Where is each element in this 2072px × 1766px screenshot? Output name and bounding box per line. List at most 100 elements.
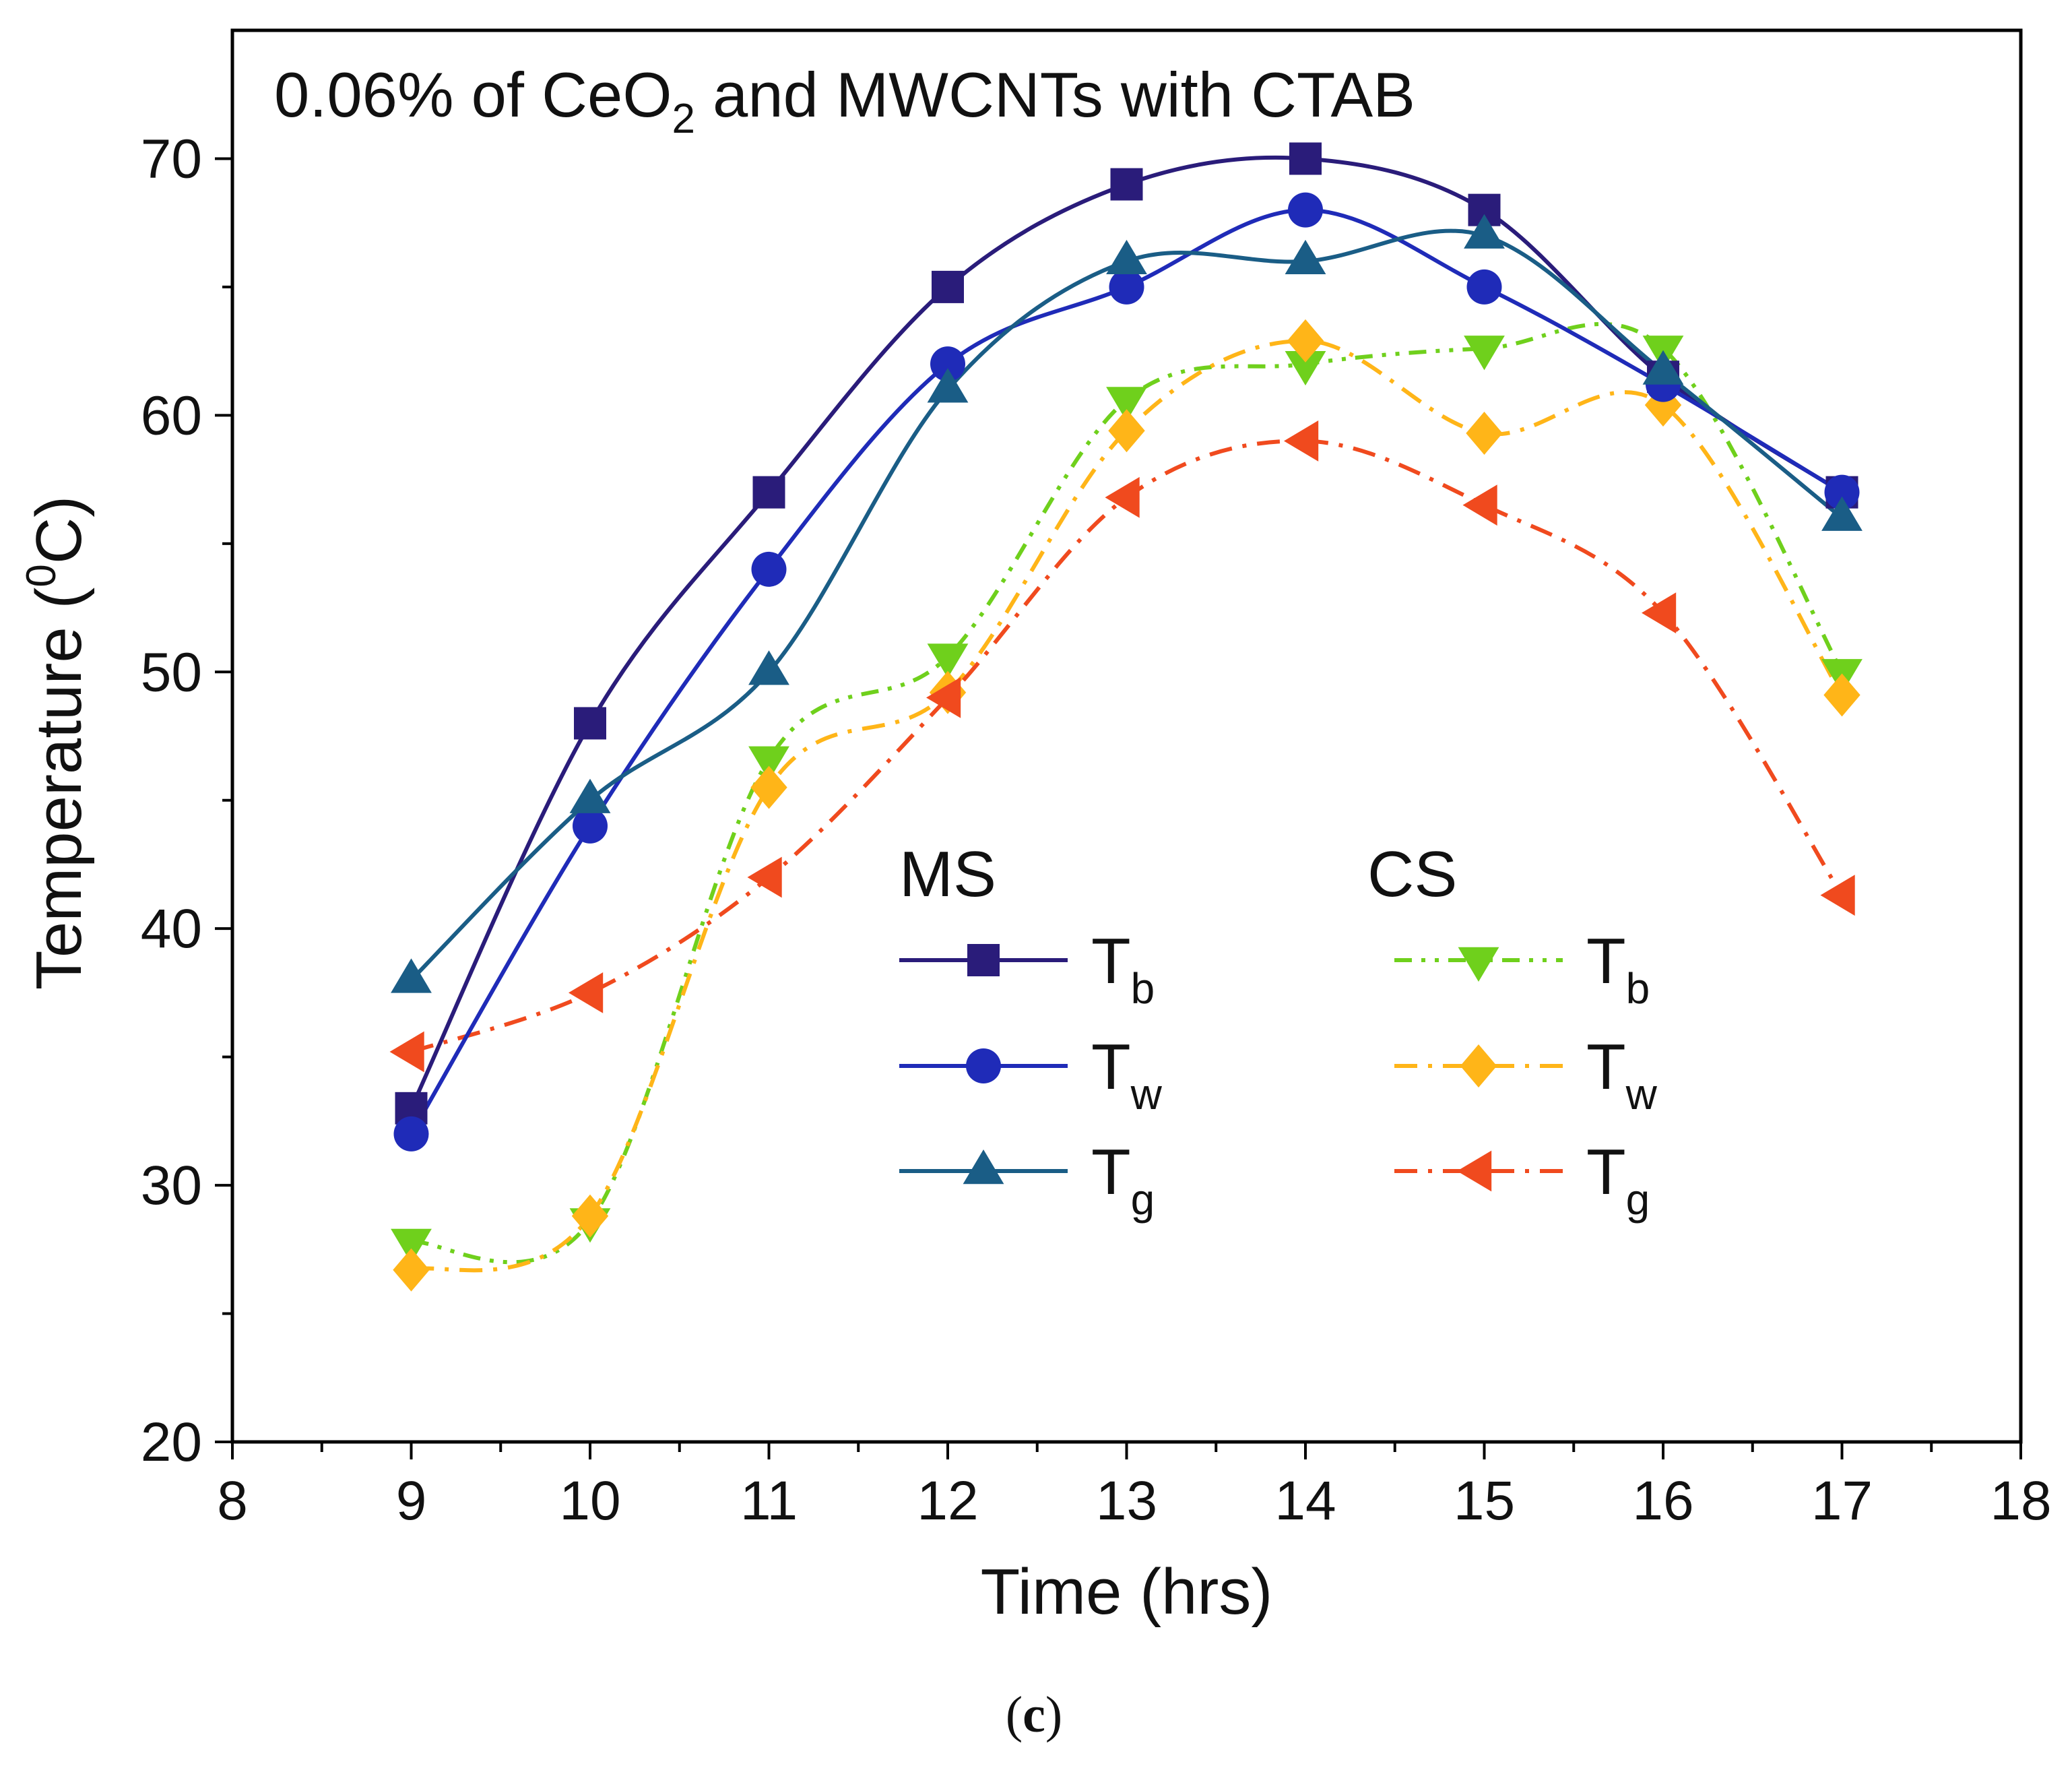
x-axis-label: Time (hrs) — [981, 1556, 1273, 1628]
data-point-ms_tg — [1821, 496, 1863, 531]
figure-caption: (c) — [1006, 1686, 1062, 1743]
x-tick-label: 9 — [396, 1470, 427, 1532]
y-tick-label: 50 — [141, 641, 202, 703]
data-point-ms_tw — [573, 808, 608, 844]
legend-label-main: T — [1091, 1031, 1131, 1103]
marker-layer — [389, 142, 1863, 1292]
data-point-ms_tg — [1285, 239, 1326, 275]
data-point-cs_tg — [569, 972, 604, 1013]
data-point-ms_tg — [927, 368, 969, 403]
data-point-cs_tb — [1106, 387, 1147, 422]
data-point-cs_tb — [391, 1228, 432, 1263]
data-point-ms_tw — [1109, 269, 1144, 305]
data-point-cs_tg — [926, 676, 961, 718]
y-tick-label: 20 — [141, 1412, 202, 1473]
legend-label-subscript: g — [1131, 1175, 1155, 1224]
chart-title-rest: and MWCNTs with CTAB — [695, 59, 1415, 130]
legend-marker-ms_tw — [966, 1048, 1001, 1083]
figure-caption-letter: c — [1023, 1686, 1045, 1743]
series-line-ms_tw — [409, 208, 1844, 1135]
data-point-cs_tw — [393, 1248, 430, 1292]
axis-layer: 8 9 10 11 12 13 14 15 16 17 18 20 30 40 50 60 70 — [141, 128, 2052, 1532]
data-point-cs_tb — [1285, 350, 1326, 386]
legend-marker-ms_tg — [963, 1149, 1004, 1185]
x-tick-label: 14 — [1274, 1470, 1336, 1532]
legend-label-main: T — [1586, 1136, 1626, 1208]
data-point-cs_tb — [748, 746, 789, 781]
legend-group-ms-heading: MS — [899, 838, 996, 910]
data-point-cs_tg — [1462, 484, 1497, 526]
x-tick-label: 16 — [1632, 1470, 1693, 1532]
data-point-cs_tg — [1284, 420, 1319, 462]
legend-marker-cs_tw — [1460, 1044, 1497, 1087]
x-tick-label: 18 — [1990, 1470, 2051, 1532]
data-point-ms_tw — [1466, 269, 1502, 305]
legend-group-cs-heading: CS — [1367, 838, 1457, 910]
x-tick-label: 10 — [559, 1470, 620, 1532]
legend-label-cs_tb: Tb — [1586, 925, 1650, 1013]
legend-label-main: T — [1091, 925, 1131, 997]
data-point-cs_tw — [1823, 673, 1860, 717]
figure-caption-open: ( — [1006, 1686, 1023, 1743]
series-line-cs_tw — [410, 338, 1844, 1273]
legend-label-subscript: b — [1131, 964, 1155, 1013]
data-point-ms_tg — [1464, 214, 1505, 249]
y-tick-label: 40 — [141, 898, 202, 959]
chart-title: 0.06% of CeO2 and MWCNTs with CTAB — [274, 59, 1415, 142]
y-tick-label: 60 — [141, 385, 202, 446]
legend-label-subscript: b — [1626, 964, 1650, 1013]
legend-label-cs_tg: Tg — [1586, 1136, 1650, 1224]
data-point-cs_tg — [1820, 875, 1855, 916]
data-point-ms_tb — [1110, 168, 1143, 201]
data-point-ms_tb — [574, 707, 606, 740]
y-axis-label-rest: C) — [23, 496, 95, 564]
figure-caption-close: ) — [1045, 1686, 1062, 1743]
data-point-ms_tb — [752, 476, 785, 509]
data-point-cs_tw — [1108, 409, 1145, 453]
data-point-ms_tg — [748, 650, 789, 685]
x-tick-label: 15 — [1454, 1470, 1515, 1532]
legend-label-subscript: w — [1625, 1070, 1658, 1118]
data-point-cs_tw — [571, 1194, 609, 1238]
data-point-cs_tg — [1105, 476, 1140, 518]
series-line-cs_tb — [411, 322, 1844, 1265]
data-point-cs_tw — [1466, 412, 1503, 455]
x-tick-label: 17 — [1811, 1470, 1873, 1532]
legend-marker-ms_tb — [967, 944, 1000, 976]
data-point-ms_tg — [569, 778, 611, 813]
data-point-cs_tg — [389, 1031, 424, 1073]
legend-label-main: T — [1091, 1136, 1131, 1208]
y-tick-label: 70 — [141, 128, 202, 189]
data-point-ms_tw — [751, 551, 787, 587]
legend-marker-cs_tb — [1458, 947, 1499, 982]
data-point-ms_tg — [391, 958, 432, 993]
legend-label-ms_tg: Tg — [1091, 1136, 1155, 1224]
legend-marker-cs_tg — [1457, 1150, 1492, 1192]
series-line-ms_tg — [410, 228, 1844, 982]
x-tick-label: 13 — [1096, 1470, 1157, 1532]
x-tick-label: 12 — [917, 1470, 978, 1532]
chart-title-main: 0.06% of CeO — [274, 59, 672, 130]
legend-label-ms_tw: Tw — [1091, 1031, 1163, 1118]
data-point-ms_tw — [1288, 192, 1323, 228]
data-point-ms_tg — [1106, 239, 1147, 275]
data-point-cs_tw — [1287, 319, 1324, 362]
data-point-ms_tg — [1642, 350, 1684, 385]
data-point-cs_tb — [1464, 336, 1505, 371]
y-tick-label: 30 — [141, 1155, 202, 1216]
y-axis-label-superscript: 0 — [18, 564, 65, 587]
data-point-ms_tw — [930, 346, 965, 382]
data-point-ms_tw — [1824, 474, 1860, 510]
x-tick-label: 8 — [217, 1470, 248, 1532]
data-point-ms_tb — [1289, 142, 1322, 175]
data-point-cs_tb — [927, 643, 969, 679]
data-point-cs_tw — [750, 765, 787, 809]
data-point-cs_tg — [1642, 592, 1677, 634]
data-point-ms_tb — [932, 270, 964, 303]
legend-label-main: T — [1586, 1031, 1626, 1103]
chart-title-subscript: 2 — [672, 96, 694, 142]
legend-label-subscript: w — [1130, 1070, 1163, 1118]
